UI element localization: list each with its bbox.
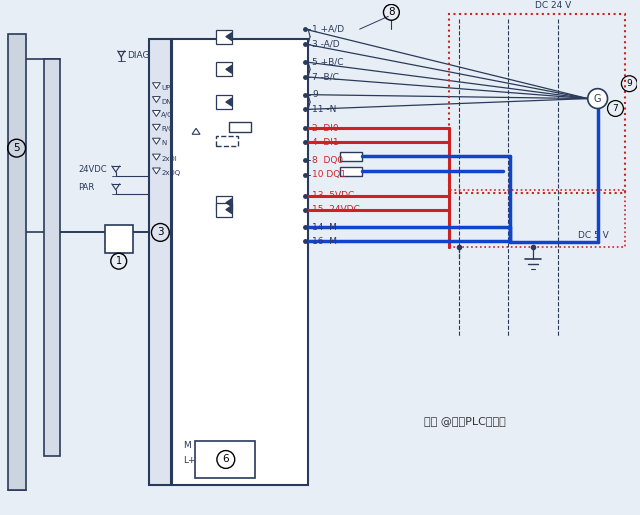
Polygon shape bbox=[226, 32, 232, 41]
Text: DC 5 V: DC 5 V bbox=[578, 231, 609, 240]
Text: 头条 @工控PLC布道师: 头条 @工控PLC布道师 bbox=[424, 416, 506, 426]
Text: DC 24 V: DC 24 V bbox=[535, 2, 571, 10]
Polygon shape bbox=[152, 168, 161, 174]
Text: 7 -B/C: 7 -B/C bbox=[312, 72, 339, 81]
Bar bbox=[172, 39, 308, 485]
Polygon shape bbox=[226, 98, 232, 106]
Text: 3: 3 bbox=[157, 228, 164, 237]
Text: PAR: PAR bbox=[78, 183, 94, 192]
Polygon shape bbox=[152, 83, 161, 89]
Polygon shape bbox=[226, 205, 232, 214]
Bar bbox=[216, 62, 232, 76]
Bar bbox=[340, 167, 362, 176]
Circle shape bbox=[588, 89, 607, 109]
Text: R/C: R/C bbox=[161, 126, 173, 132]
Polygon shape bbox=[152, 111, 161, 116]
Polygon shape bbox=[152, 97, 161, 102]
Polygon shape bbox=[192, 128, 200, 134]
Text: UP: UP bbox=[161, 84, 171, 91]
Text: 16  M: 16 M bbox=[312, 237, 337, 246]
Polygon shape bbox=[226, 199, 232, 207]
Text: DIAG: DIAG bbox=[127, 52, 149, 60]
Text: 15  24VDC: 15 24VDC bbox=[312, 205, 360, 214]
Bar bbox=[216, 136, 237, 146]
Text: 7: 7 bbox=[612, 104, 618, 113]
Text: 8  DQ0: 8 DQ0 bbox=[312, 156, 343, 165]
Text: 2xDQ: 2xDQ bbox=[161, 170, 180, 176]
Bar bbox=[216, 196, 232, 210]
Text: N: N bbox=[161, 140, 166, 146]
Text: DN: DN bbox=[161, 98, 172, 105]
Bar bbox=[8, 34, 26, 490]
Text: 4  DI1: 4 DI1 bbox=[312, 138, 339, 147]
Text: 9: 9 bbox=[627, 79, 632, 88]
Text: 3 -A/D: 3 -A/D bbox=[312, 40, 340, 48]
Text: 8: 8 bbox=[388, 7, 395, 18]
Bar bbox=[216, 95, 232, 109]
Text: 1 +A/D: 1 +A/D bbox=[312, 25, 344, 33]
Bar bbox=[150, 39, 172, 485]
Polygon shape bbox=[226, 65, 232, 73]
Bar bbox=[195, 441, 255, 478]
Text: 5 +B/C: 5 +B/C bbox=[312, 57, 344, 66]
Text: 2xDI: 2xDI bbox=[161, 156, 177, 162]
Text: 11 -N: 11 -N bbox=[312, 105, 337, 114]
Text: 2  DI0: 2 DI0 bbox=[312, 124, 339, 133]
Bar bbox=[216, 30, 232, 44]
Text: 9: 9 bbox=[312, 90, 318, 99]
Text: A/O: A/O bbox=[161, 112, 174, 118]
Bar bbox=[105, 226, 132, 253]
Polygon shape bbox=[152, 124, 161, 130]
Text: G: G bbox=[594, 94, 602, 104]
Text: L+: L+ bbox=[183, 456, 196, 465]
Polygon shape bbox=[152, 154, 161, 160]
Polygon shape bbox=[152, 138, 161, 144]
Text: 13  5VDC: 13 5VDC bbox=[312, 191, 355, 200]
Text: 5: 5 bbox=[13, 143, 20, 153]
Text: 1: 1 bbox=[116, 256, 122, 266]
Bar bbox=[228, 123, 251, 132]
Bar bbox=[44, 59, 60, 455]
Bar bbox=[216, 203, 232, 217]
Text: 24VDC: 24VDC bbox=[78, 165, 107, 175]
Text: 10 DQ1: 10 DQ1 bbox=[312, 170, 346, 179]
Text: M: M bbox=[183, 441, 191, 450]
Bar bbox=[340, 152, 362, 161]
Text: 6: 6 bbox=[223, 454, 229, 465]
Text: 14  M: 14 M bbox=[312, 223, 337, 232]
